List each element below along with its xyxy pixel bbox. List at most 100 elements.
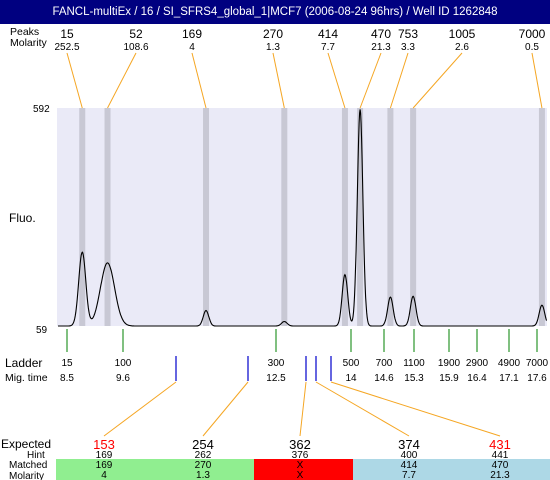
expected-matched-1: 270 <box>195 460 212 471</box>
peak-bands <box>79 108 545 326</box>
expected-value-0: 153 <box>93 437 115 452</box>
peak-size-7: 1005 <box>449 27 476 41</box>
expected-matched-3: 414 <box>401 460 418 471</box>
y-tick-bottom: 59 <box>36 325 48 336</box>
peak-band-0 <box>79 108 86 326</box>
peak-molarity-2: 4 <box>189 42 195 53</box>
expected-table: 15316916942542622701.3362376XX3744004147… <box>56 437 550 480</box>
expected-cell-4 <box>452 459 550 480</box>
trace-line <box>58 109 548 327</box>
peak-size-6: 753 <box>398 27 418 41</box>
hint-label: Hint <box>27 450 45 461</box>
electropherogram-panel: Peaks Molarity 592 59 Fluo. Ladder Mig. … <box>1 26 550 480</box>
peak-size-8: 7000 <box>519 27 546 41</box>
window-title: FANCL-multiEx / 16 / SI_SFRS4_global_1|M… <box>0 0 550 24</box>
peak-molarity-5: 21.3 <box>371 42 391 53</box>
expected-connector-2 <box>299 381 307 437</box>
ladder-time-6: 15.9 <box>439 373 459 384</box>
peak-connector-1 <box>107 52 137 109</box>
peak-band-2 <box>203 108 210 326</box>
ladder-time-1: 9.6 <box>116 373 130 384</box>
expected-connector-0 <box>103 381 177 437</box>
ladder-size-5: 1100 <box>403 358 425 369</box>
peak-molarity-0: 252.5 <box>54 42 79 53</box>
expected-matched-0: 169 <box>96 460 113 471</box>
matched-label: Matched <box>9 460 47 471</box>
peaks-label: Peaks <box>10 26 39 38</box>
ladder-time-5: 15.3 <box>404 373 424 384</box>
ladder-size-3: 500 <box>343 358 360 369</box>
peak-band-8 <box>538 108 545 326</box>
ladder-time-7: 16.4 <box>467 373 487 384</box>
expected-hint-0: 169 <box>96 450 113 461</box>
expected-hint-2: 376 <box>292 450 309 461</box>
fluorescence-trace <box>58 109 548 327</box>
ladder-table: 15 8.5 100 9.6 300 12.5 500 14 700 14.6 1100 15.3 19… <box>60 329 549 384</box>
peak-size-4: 414 <box>318 27 338 41</box>
expected-hint-1: 262 <box>195 450 212 461</box>
expected-hint-4: 441 <box>492 450 509 461</box>
expected-connectors <box>103 356 501 437</box>
peak-connector-6 <box>389 52 409 109</box>
peak-molarity-1: 108.6 <box>123 42 148 53</box>
expected-cell-0 <box>56 459 155 480</box>
expected-matched-2: X <box>297 460 304 471</box>
molarity-label: Molarity <box>10 37 48 49</box>
peak-molarity-3: 1.3 <box>266 42 280 53</box>
ladder-size-9: 7000 <box>526 358 549 369</box>
expected-hint-3: 400 <box>401 450 418 461</box>
peak-band-1 <box>104 108 111 326</box>
peak-band-6 <box>387 108 394 326</box>
peak-connector-0 <box>66 52 83 109</box>
ladder-size-1: 100 <box>115 358 132 369</box>
expected-cell-2 <box>254 459 353 480</box>
expected-molarity-2: X <box>297 470 304 480</box>
ladder-size-6: 1900 <box>438 358 461 369</box>
expected-cell-3 <box>353 459 452 480</box>
peak-connector-3 <box>272 52 285 109</box>
ladder-label: Ladder <box>5 356 42 370</box>
peak-molarity-7: 2.6 <box>455 42 469 53</box>
peak-band-5 <box>357 108 364 326</box>
y-tick-top: 592 <box>33 104 50 115</box>
peak-connector-5 <box>359 52 382 109</box>
peak-size-1: 52 <box>129 27 143 41</box>
expected-matched-4: 470 <box>492 460 509 471</box>
peak-band-7 <box>410 108 417 326</box>
expected-connector-3 <box>315 381 410 437</box>
ladder-size-2: 300 <box>268 358 285 369</box>
molarity-bottom-label: Molarity <box>9 471 44 480</box>
peak-molarity-8: 0.5 <box>525 42 539 53</box>
ladder-size-4: 700 <box>376 358 393 369</box>
peak-band-4 <box>341 108 348 326</box>
ladder-time-0: 8.5 <box>60 373 74 384</box>
expected-connector-4 <box>330 381 501 437</box>
ladder-time-4: 14.6 <box>374 373 394 384</box>
migtime-label: Mig. time <box>5 372 48 384</box>
ladder-time-9: 17.6 <box>527 373 547 384</box>
peak-molarity-4: 7.7 <box>321 42 335 53</box>
expected-label: Expected <box>1 437 51 451</box>
y-axis-label: Fluo. <box>9 211 36 225</box>
peak-connector-4 <box>327 52 346 109</box>
peak-connector-8 <box>531 52 543 109</box>
peak-connector-7 <box>412 52 463 109</box>
plot-area <box>57 108 547 326</box>
peak-band-3 <box>281 108 288 326</box>
expected-value-3: 374 <box>398 437 420 452</box>
peak-size-3: 270 <box>263 27 283 41</box>
expected-molarity-3: 7.7 <box>402 470 416 480</box>
ladder-size-0: 15 <box>61 358 73 369</box>
peak-connector-2 <box>191 52 207 109</box>
expected-value-2: 362 <box>289 437 311 452</box>
peak-size-5: 470 <box>371 27 391 41</box>
expected-value-4: 431 <box>489 437 511 452</box>
peak-size-0: 15 <box>60 27 74 41</box>
expected-cell-1 <box>155 459 254 480</box>
expected-molarity-4: 21.3 <box>490 470 510 480</box>
peak-molarity-6: 3.3 <box>401 42 415 53</box>
expected-molarity-1: 1.3 <box>196 470 210 480</box>
ladder-time-3: 14 <box>345 373 357 384</box>
expected-connector-1 <box>202 381 249 437</box>
